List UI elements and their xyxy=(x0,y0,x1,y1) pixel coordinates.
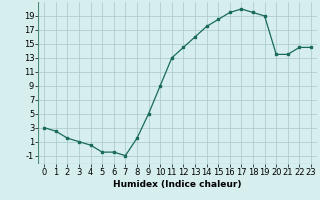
X-axis label: Humidex (Indice chaleur): Humidex (Indice chaleur) xyxy=(113,180,242,189)
